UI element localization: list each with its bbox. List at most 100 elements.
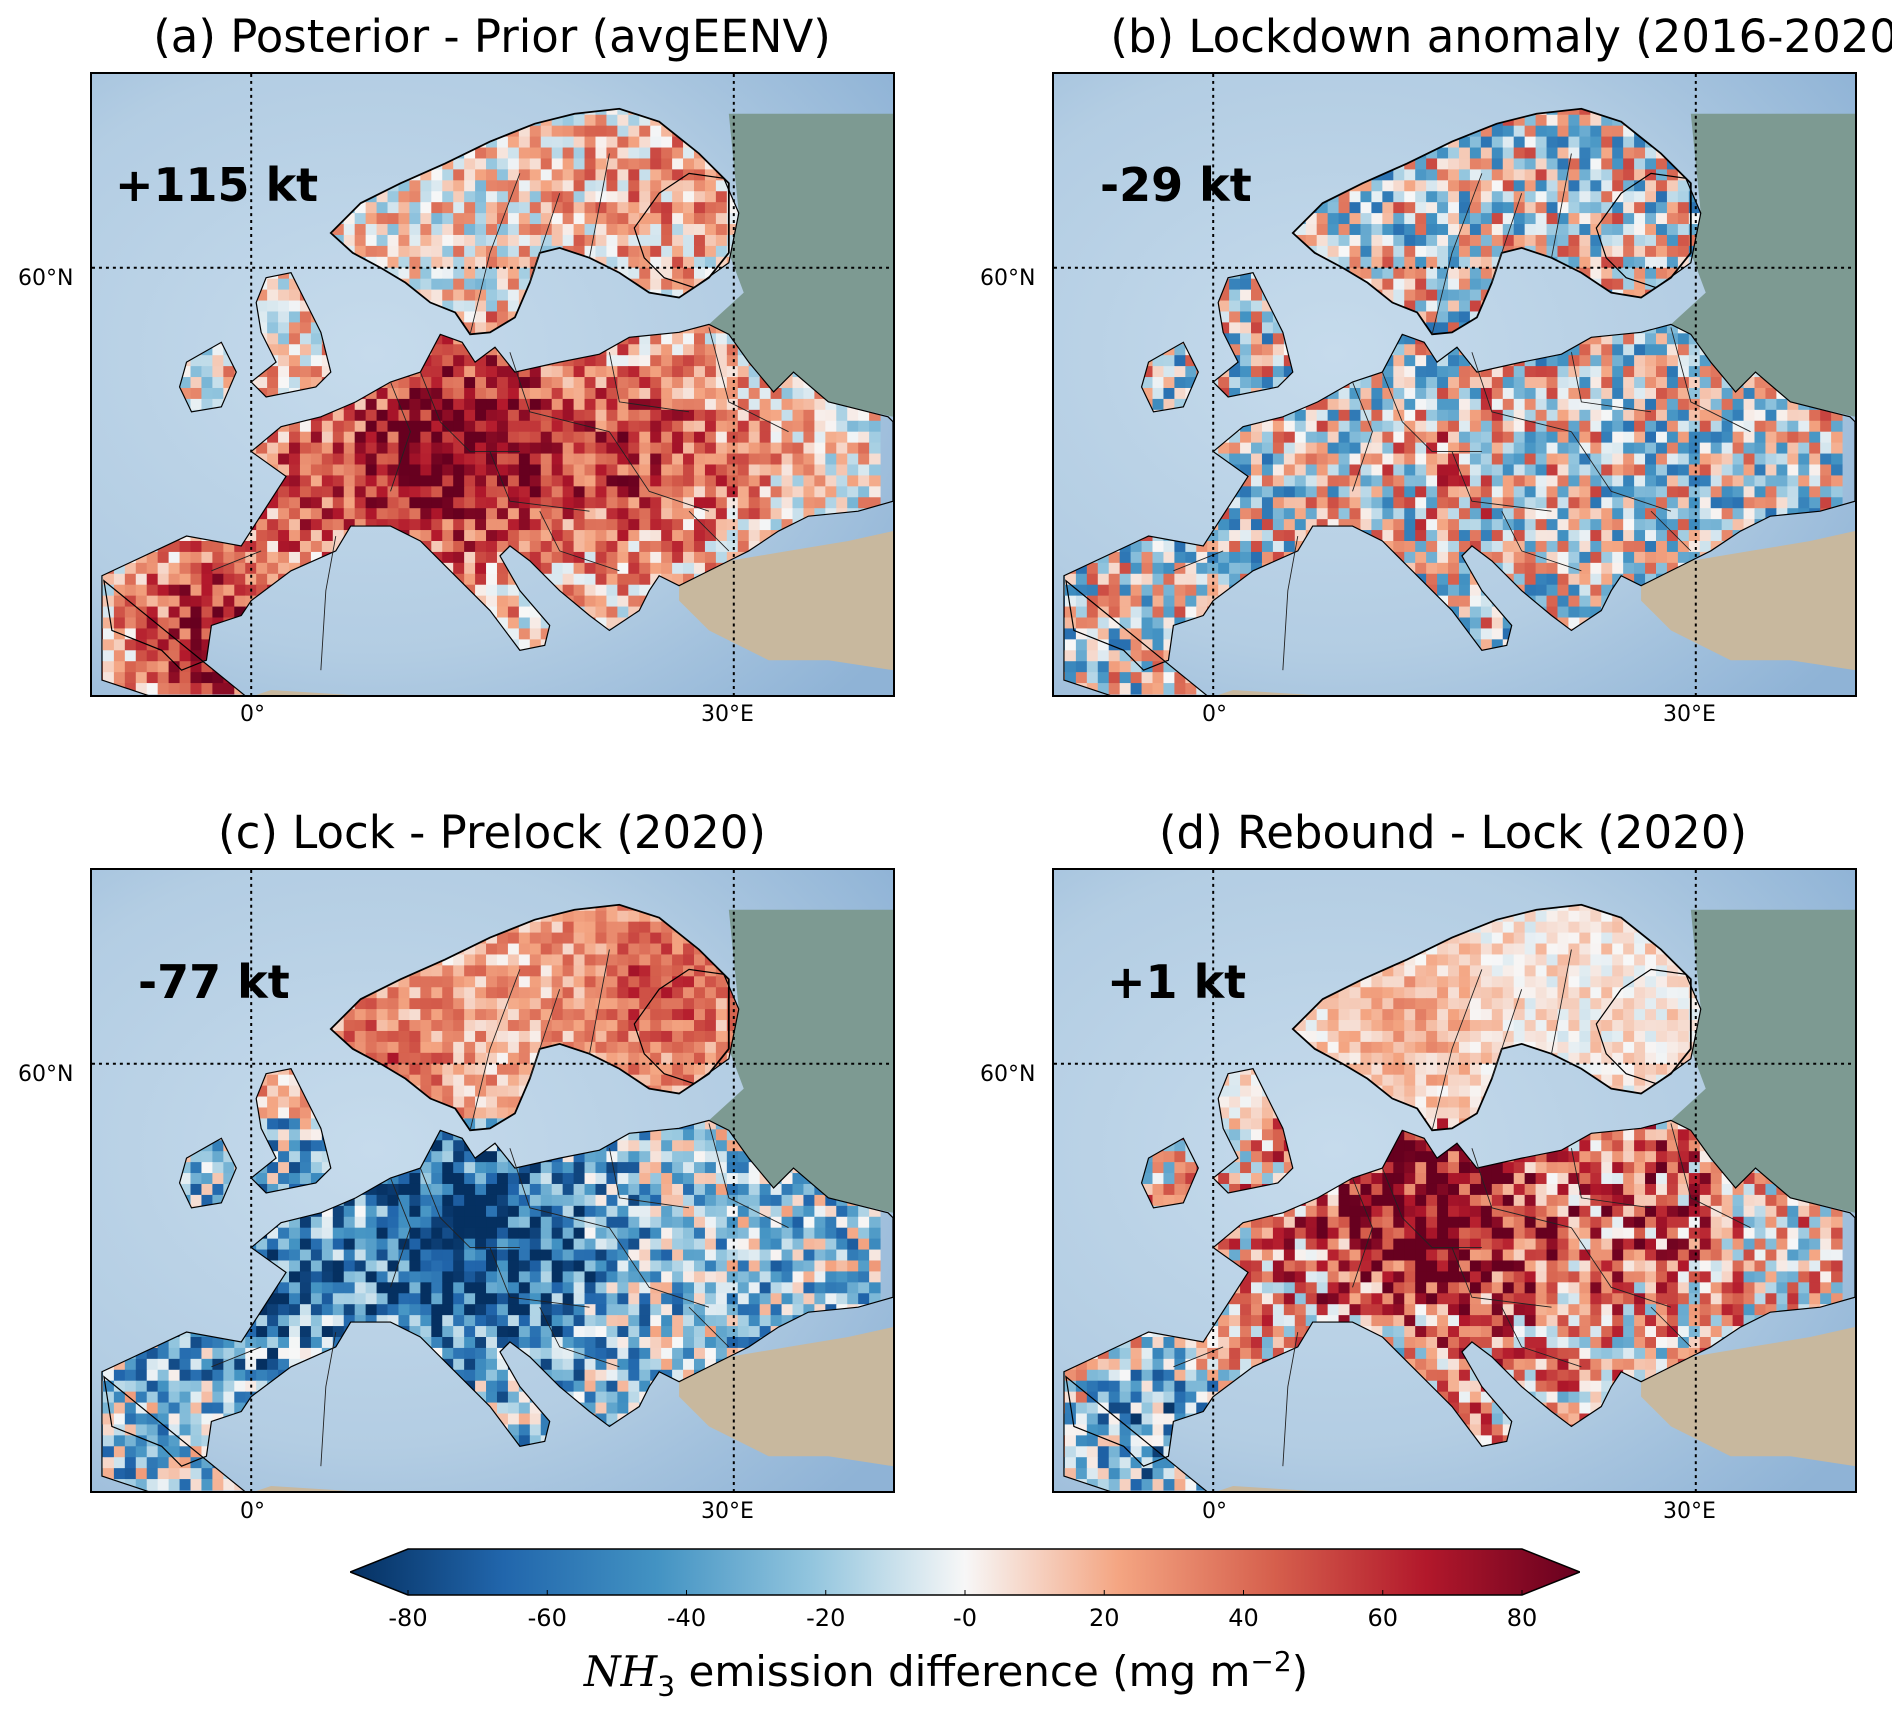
heatmap-cell (113, 617, 126, 629)
heatmap-cell (486, 136, 498, 149)
heatmap-cell (573, 234, 586, 247)
heatmap-cell (157, 639, 170, 651)
heatmap-cell (310, 530, 323, 542)
heatmap-cell (573, 584, 586, 597)
heatmap-cell (1426, 180, 1438, 192)
heatmap-cell (1305, 224, 1318, 236)
heatmap-cell (146, 551, 159, 564)
heatmap-cell (606, 366, 618, 378)
heatmap-cell (387, 245, 399, 258)
heatmap-cell (1382, 213, 1394, 225)
heatmap-cell (486, 387, 498, 400)
heatmap-cell (606, 224, 618, 236)
heatmap-cell (792, 409, 804, 422)
heatmap-cell (672, 147, 684, 159)
heatmap-cell (310, 497, 323, 509)
heatmap-cell (1338, 213, 1351, 225)
heatmap-cell (190, 639, 202, 651)
heatmap-cell (289, 540, 301, 553)
heatmap-cell (190, 683, 202, 695)
heatmap-cell (453, 530, 465, 542)
heatmap-cell (190, 398, 202, 411)
heatmap-cell (518, 442, 531, 455)
heatmap-cell (693, 256, 706, 269)
heatmap-cell (1623, 213, 1635, 225)
heatmap-cell (365, 234, 378, 247)
heatmap-cell (507, 213, 520, 225)
heatmap-cell (299, 508, 312, 520)
heatmap-cell (1327, 234, 1340, 247)
heatmap-cell (343, 213, 356, 225)
heatmap-cell (179, 551, 192, 564)
coastline (329, 107, 730, 336)
heatmap-cell (387, 191, 399, 203)
heatmap-cell (299, 333, 312, 345)
heatmap-cell (212, 551, 224, 564)
heatmap-cell (343, 453, 356, 465)
heatmap-cell (1535, 136, 1548, 149)
coastline (101, 323, 893, 695)
heatmap-cell (529, 431, 542, 444)
heatmap-cell (1677, 202, 1690, 214)
heatmap-cell (321, 519, 334, 531)
heatmap-cell (1415, 224, 1427, 236)
heatmap-cell (617, 486, 629, 498)
heatmap-cell (650, 573, 662, 586)
heatmap-cell (639, 475, 651, 487)
heatmap-cell (617, 158, 629, 170)
heatmap-cell (376, 191, 389, 203)
heatmap-cell (496, 278, 509, 291)
heatmap-cell (507, 256, 520, 269)
heatmap-cell (595, 256, 607, 269)
heatmap-cell (289, 497, 301, 509)
heatmap-cell (486, 584, 498, 597)
heatmap-cell (518, 420, 531, 433)
heatmap-cell (869, 486, 881, 498)
heatmap-cell (726, 530, 739, 542)
heatmap-cell (617, 464, 629, 476)
heatmap-cell (146, 661, 159, 673)
heatmap-cell (704, 562, 717, 575)
heatmap-cell (693, 377, 706, 389)
heatmap-cell (289, 464, 301, 476)
heatmap-cell (617, 169, 629, 181)
heatmap-cell (562, 125, 575, 138)
heatmap-cell (518, 606, 531, 618)
heatmap-cell (453, 519, 465, 531)
heatmap-cell (102, 617, 115, 629)
heatmap-cell (486, 530, 498, 542)
heatmap-cell (562, 508, 575, 520)
heatmap-cell (507, 508, 520, 520)
heatmap-cell (398, 202, 410, 214)
heatmap-cell (310, 333, 323, 345)
heatmap-cell (1612, 224, 1624, 236)
heatmap-cell (354, 464, 367, 476)
heatmap-cell (365, 409, 378, 422)
heatmap-cell (1546, 147, 1558, 159)
heatmap-cell (551, 398, 564, 411)
heatmap-cell (639, 409, 651, 422)
heatmap-cell (1458, 136, 1471, 149)
heatmap-cell (1426, 147, 1438, 159)
heatmap-cell (606, 377, 618, 389)
heatmap-cell (332, 431, 345, 444)
heatmap-cell (201, 683, 213, 695)
heatmap-cell (475, 180, 487, 192)
heatmap-cell (464, 387, 476, 400)
heatmap-cell (354, 234, 367, 247)
heatmap-cell (661, 530, 673, 542)
heatmap-cell (803, 387, 815, 400)
heatmap-cell (715, 234, 728, 247)
heatmap-cell (573, 366, 586, 378)
heatmap-cell (1294, 224, 1307, 236)
heatmap-cell (595, 136, 607, 149)
heatmap-cell (431, 475, 443, 487)
heatmap-cell (343, 420, 356, 433)
heatmap-cell (102, 650, 115, 662)
heatmap-cell (442, 245, 454, 258)
heatmap-cell (496, 224, 509, 236)
heatmap-cell (814, 464, 826, 476)
heatmap-cell (595, 453, 607, 465)
heatmap-cell (573, 245, 586, 258)
heatmap-cell (1601, 213, 1613, 225)
